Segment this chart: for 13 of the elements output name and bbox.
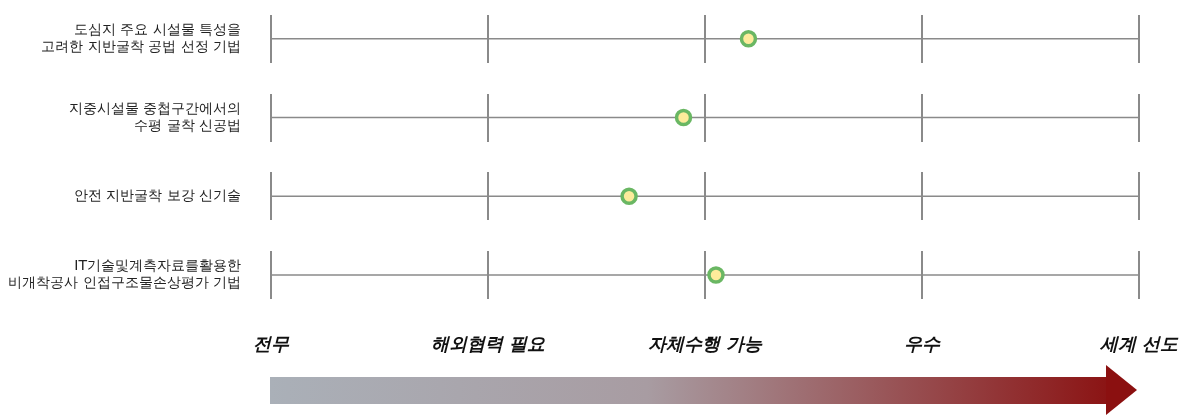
text: 자체수행 가능 bbox=[647, 332, 764, 354]
text: 세계 선도 bbox=[1098, 332, 1180, 354]
text: 전무 bbox=[253, 332, 290, 354]
y-tick-label: IT기술및계측자료를활용한 비개착공사 인접구조물손상평가 기법 bbox=[8, 257, 241, 291]
point bbox=[620, 187, 638, 206]
y-tick-label: 도심지 주요 시설물 특성을 고려한 지반굴착 공법 선정 기법 bbox=[41, 21, 241, 54]
point bbox=[739, 30, 758, 48]
text: 우수 bbox=[904, 332, 942, 354]
text: 해외협력 필요 bbox=[430, 332, 546, 354]
point bbox=[707, 266, 725, 284]
point bbox=[674, 108, 693, 127]
y-tick-label: 안전 지반굴착 보강 신기술 bbox=[73, 186, 241, 203]
y-tick-label: 지중시설물 중첩구간에서의 수평 굴착 신공법 bbox=[68, 99, 241, 133]
